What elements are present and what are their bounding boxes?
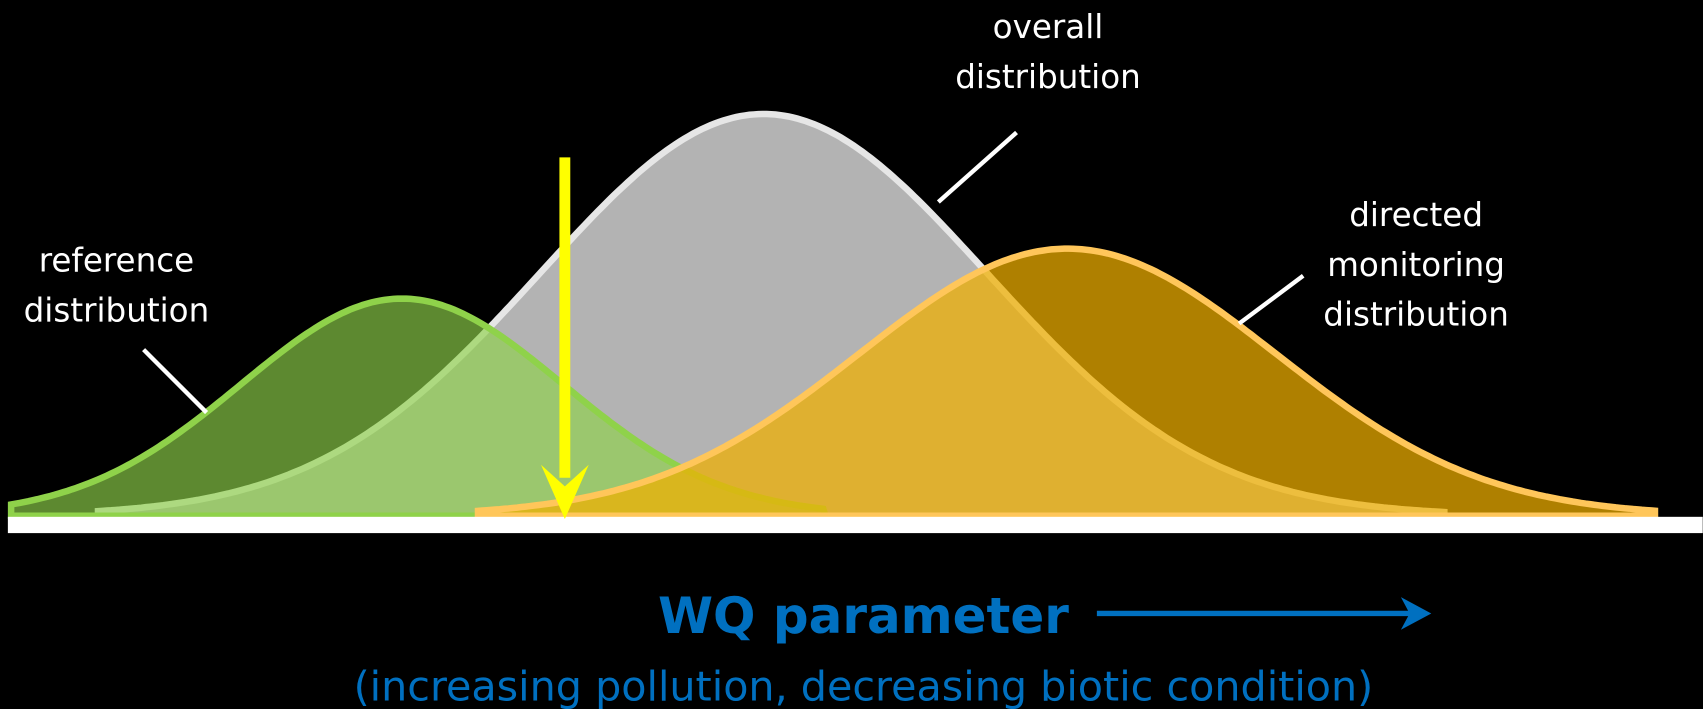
pointer-line (936, 130, 1018, 204)
axis-subtitle: (increasing pollution, decreasing biotic… (354, 662, 1374, 709)
labels: overall distribution reference distribution… (24, 8, 1509, 334)
pointer-line (142, 348, 209, 415)
label-directed: directed (1349, 196, 1483, 234)
axis-line (7, 516, 1703, 534)
label-reference: distribution (24, 291, 210, 329)
label-directed: monitoring (1327, 246, 1505, 284)
threshold-arrowhead (540, 464, 589, 519)
pointer-line (1237, 274, 1305, 326)
axis-arrowhead (1400, 597, 1432, 630)
label-reference: reference (39, 241, 194, 279)
label-overall: overall (993, 8, 1104, 46)
label-directed: distribution (1323, 296, 1509, 334)
directed-curve (474, 245, 1659, 519)
label-overall: distribution (955, 58, 1141, 96)
axis-title: WQ parameter (658, 587, 1069, 645)
